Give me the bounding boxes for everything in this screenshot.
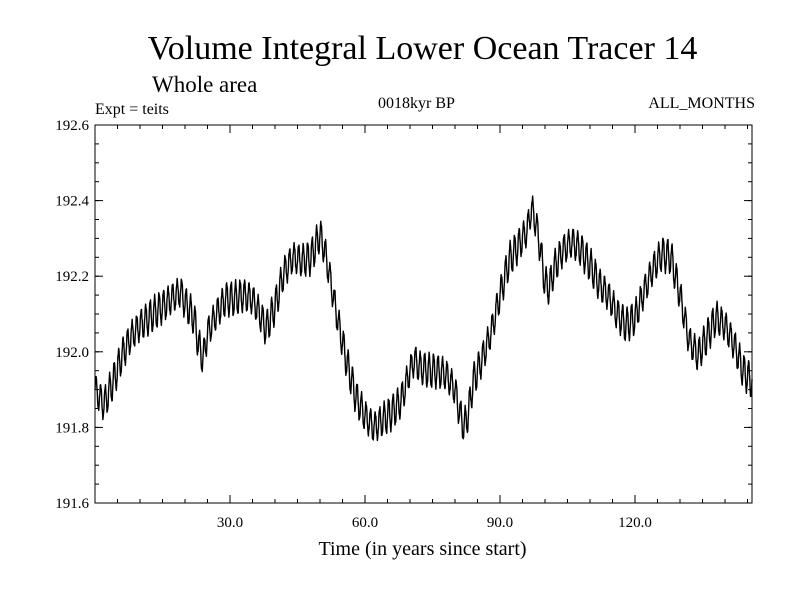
y-tick-label: 191.6 (55, 496, 89, 512)
series-layer (94, 195, 753, 442)
experiment-label: Expt = teits (95, 101, 169, 118)
x-axis-label: Time (in years since start) (318, 538, 527, 560)
plot-frame (94, 124, 753, 504)
x-tick-label: 120.0 (618, 515, 652, 531)
y-tick-label: 191.8 (55, 420, 89, 436)
x-tick-label: 90.0 (487, 515, 513, 531)
y-tick-label: 192.0 (55, 345, 89, 361)
y-tick-label: 192.6 (55, 118, 89, 134)
x-tick-label: 60.0 (352, 515, 378, 531)
series-line (94, 195, 753, 442)
months-label: ALL_MONTHS (648, 95, 755, 112)
y-tick-label: 192.4 (55, 194, 89, 210)
chart-subtitle: Whole area (152, 72, 258, 97)
chart-title: Volume Integral Lower Ocean Tracer 14 (147, 30, 698, 67)
period-label: 0018kyr BP (378, 95, 455, 112)
y-tick-label: 192.2 (55, 269, 89, 285)
axis-ticks: 191.6 191.8 192.0 192.2 192.4 192.6 30.0 60.0 90… (55, 118, 752, 531)
x-tick-label: 30.0 (217, 515, 243, 531)
